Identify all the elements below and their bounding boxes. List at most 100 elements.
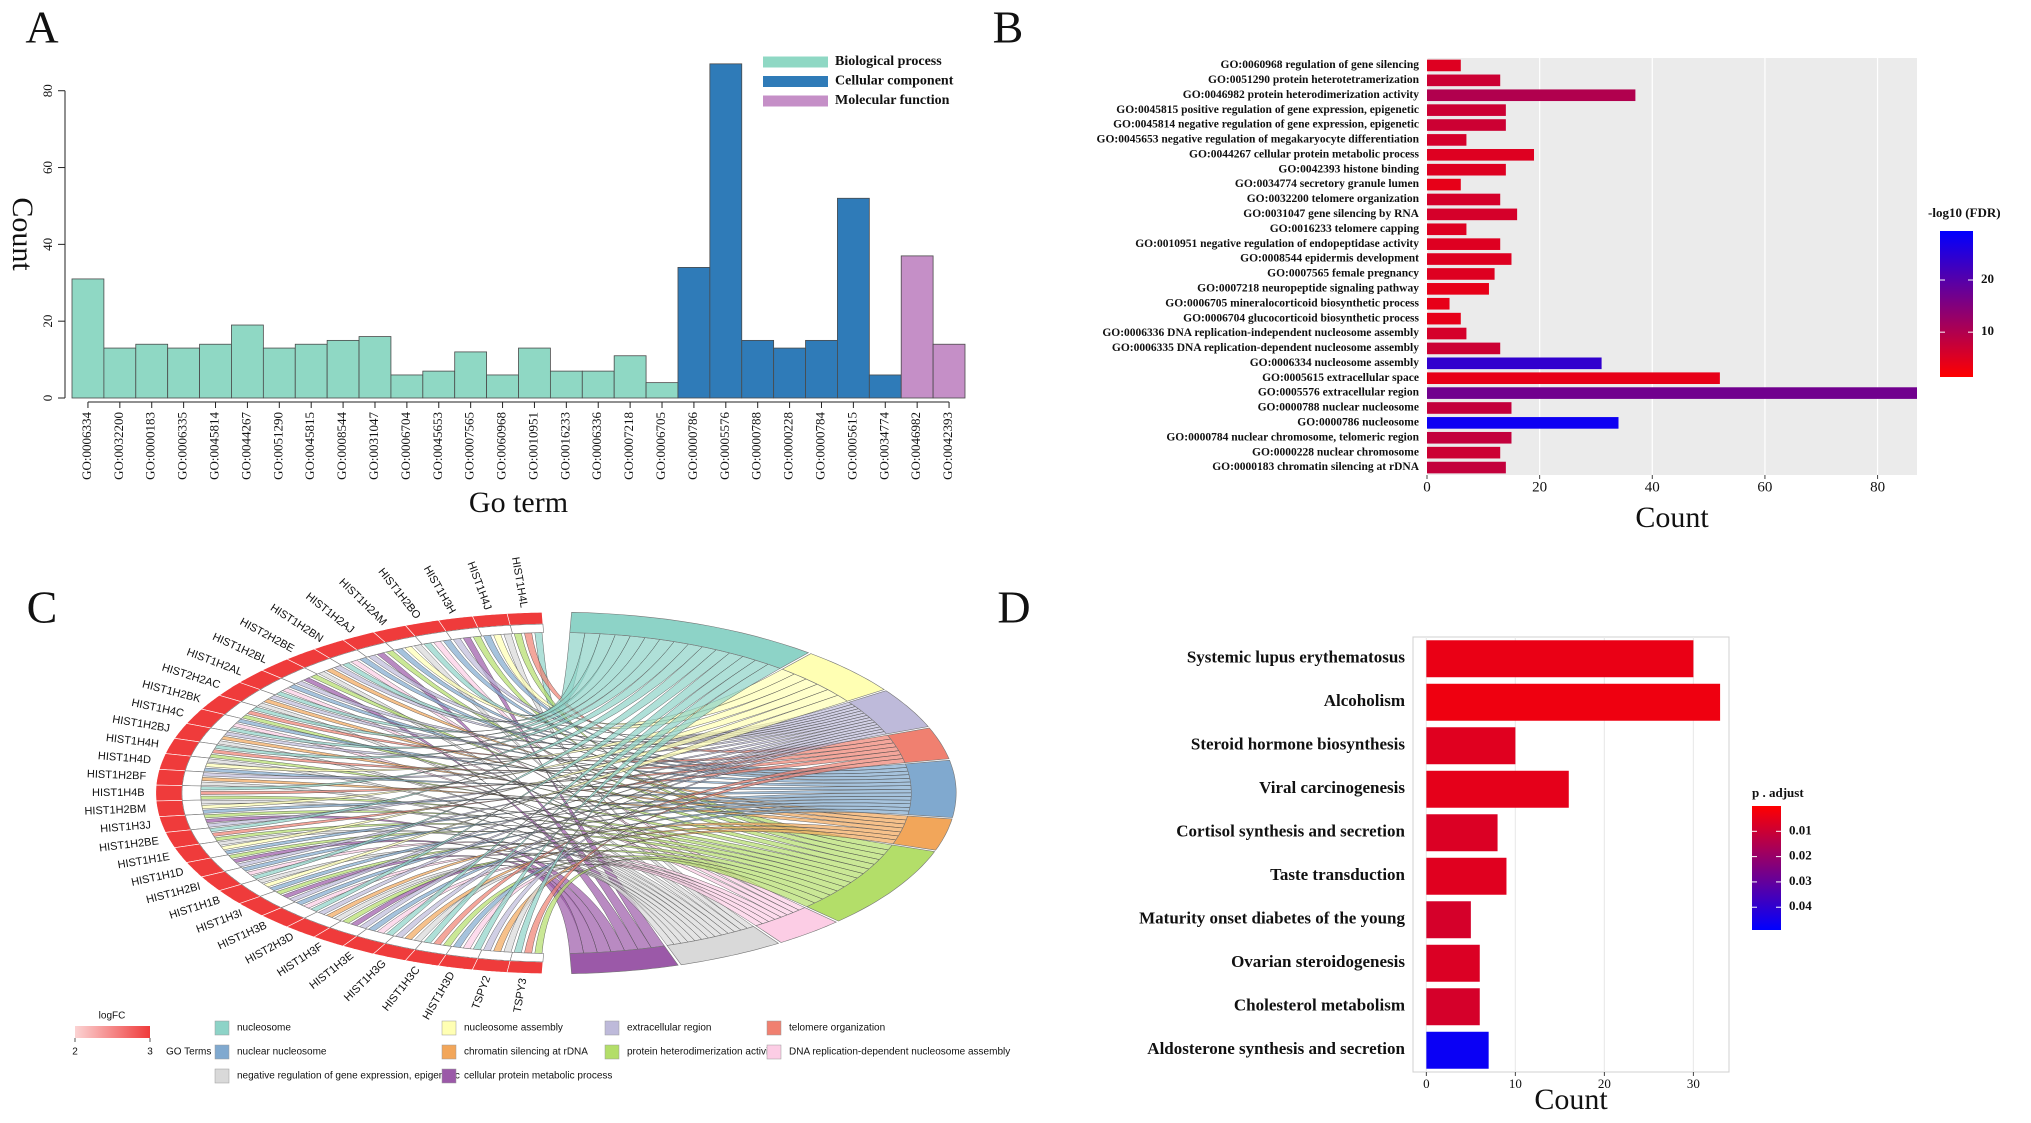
y-tick-label: Cortisol synthesis and secretion	[1176, 822, 1405, 841]
x-tick-label: GO:0031047	[366, 412, 381, 480]
colorbar-title: p . adjust	[1752, 785, 1804, 800]
bar	[1426, 1031, 1489, 1069]
y-tick-label: Systemic lupus erythematosus	[1187, 648, 1406, 667]
legend-swatch	[214, 1020, 230, 1036]
bar	[1427, 163, 1506, 176]
bar	[1427, 372, 1720, 385]
y-axis-title: Count	[6, 197, 39, 271]
legend-swatch	[214, 1068, 230, 1084]
y-tick-label: GO:0008544 epidermis development	[1240, 253, 1419, 265]
bar	[1427, 134, 1467, 146]
x-tick-label: GO:0042393	[940, 412, 955, 480]
legend-swatch	[766, 1020, 782, 1036]
x-tick-label: GO:0006705	[653, 412, 668, 480]
x-tick-label: GO:0000183	[143, 412, 158, 480]
bar	[103, 347, 137, 399]
y-tick-label: GO:0051290 protein heterotetramerization	[1208, 74, 1420, 86]
x-tick-label: GO:0016233	[557, 412, 572, 480]
gene-label: HIST1H2BE	[99, 835, 160, 854]
gene-logfc-band	[506, 612, 544, 626]
y-tick-label: GO:0006336 DNA replication-independent n…	[1102, 327, 1419, 339]
panel-label: B	[993, 2, 1024, 53]
y-tick-label: GO:0000786 nucleosome	[1297, 417, 1419, 429]
bar	[1426, 944, 1480, 982]
gene-label: HIST1H2BM	[84, 803, 146, 817]
colorbar-tick-label: 10	[1981, 323, 1994, 338]
bar	[454, 351, 488, 399]
term-band	[781, 653, 885, 702]
y-tick-label: Ovarian steroidogenesis	[1231, 952, 1405, 971]
term-band	[892, 815, 953, 851]
y-tick-label: Taste transduction	[1270, 865, 1405, 884]
gene-band	[181, 785, 202, 801]
bar	[1427, 461, 1506, 474]
x-tick-label: GO:0005615	[844, 412, 859, 480]
y-tick-label: 40	[40, 238, 55, 251]
y-tick-label: GO:0007218 neuropeptide signaling pathwa…	[1197, 282, 1419, 294]
colorbar-tick-label: 0.04	[1789, 898, 1812, 913]
y-tick-label: GO:0010951 negative regulation of endope…	[1135, 238, 1419, 250]
bar	[1426, 727, 1516, 765]
gene-label: TSPY3	[512, 977, 530, 1013]
term-band	[848, 690, 929, 735]
y-tick-label: GO:0006704 glucocorticoid biosynthetic p…	[1183, 312, 1419, 324]
bar	[1426, 770, 1569, 808]
y-tick-label: GO:0005576 extracellular region	[1258, 387, 1420, 399]
legend-swatch	[604, 1020, 620, 1036]
gene-label: HIST1H4B	[92, 787, 145, 799]
bar	[1426, 640, 1694, 678]
panel-label: D	[997, 582, 1030, 633]
legend-label: Cellular component	[835, 74, 954, 89]
bar	[773, 347, 806, 399]
x-tick-label: GO:0032200	[111, 412, 126, 480]
bar	[167, 347, 200, 399]
gene-label: HIST1H3J	[100, 819, 152, 835]
legend-label: Molecular function	[835, 93, 950, 108]
y-tick-label: GO:0044267 cellular protein metabolic pr…	[1189, 148, 1420, 160]
colorbar-tick-label: 0.01	[1789, 822, 1812, 837]
x-tick-label: GO:0005576	[717, 412, 732, 480]
term-band	[904, 759, 957, 818]
x-tick-label: GO:0007565	[462, 412, 477, 480]
x-tick-label: 0	[1423, 479, 1431, 495]
y-tick-label: Alcoholism	[1324, 691, 1405, 710]
colorbar-tick-label: 0.03	[1789, 873, 1812, 888]
colorbar	[1940, 231, 1973, 377]
x-tick-label: GO:0000788	[749, 412, 764, 480]
y-tick-label: GO:0000784 nuclear chromosome, telomeric…	[1166, 431, 1419, 443]
x-tick-label: GO:0000228	[781, 412, 796, 480]
bar	[1427, 223, 1467, 236]
term-band	[666, 926, 780, 966]
bar	[1427, 297, 1450, 310]
legend-swatch	[766, 1044, 782, 1060]
y-tick-label: 60	[40, 161, 55, 174]
legend-title: GO Terms	[166, 1047, 211, 1058]
x-tick-label: 30	[1687, 1076, 1700, 1091]
colorbar	[1752, 806, 1781, 930]
bar	[486, 374, 519, 399]
bar	[1427, 402, 1512, 414]
y-tick-label: GO:0046982 protein heterodimerization ac…	[1183, 89, 1419, 101]
bar	[1427, 74, 1501, 87]
bar	[900, 255, 934, 399]
bar	[1427, 268, 1495, 280]
x-tick-label: GO:0006704	[398, 412, 413, 480]
bar	[1427, 446, 1501, 459]
term-band	[886, 727, 950, 764]
x-tick-label: GO:0008544	[334, 412, 349, 480]
bar	[581, 370, 615, 399]
bar	[1427, 208, 1518, 221]
bar	[71, 278, 105, 399]
bar	[932, 343, 966, 399]
gene-label: HIST1H4L	[509, 556, 530, 609]
legend-label: extracellular region	[627, 1023, 712, 1034]
y-tick-label: GO:0005615 extracellular space	[1262, 372, 1419, 384]
x-axis-title: Count	[1635, 501, 1709, 534]
y-tick-label: GO:0045815 positive regulation of gene e…	[1116, 104, 1419, 116]
legend-swatch	[604, 1044, 620, 1060]
x-tick-label: GO:0060968	[494, 412, 509, 480]
bar	[549, 370, 583, 399]
gene-logfc-band	[155, 784, 183, 802]
legend-label: nuclear nucleosome	[237, 1047, 327, 1058]
y-tick-label: GO:0006705 mineralocorticoid biosyntheti…	[1165, 297, 1419, 309]
